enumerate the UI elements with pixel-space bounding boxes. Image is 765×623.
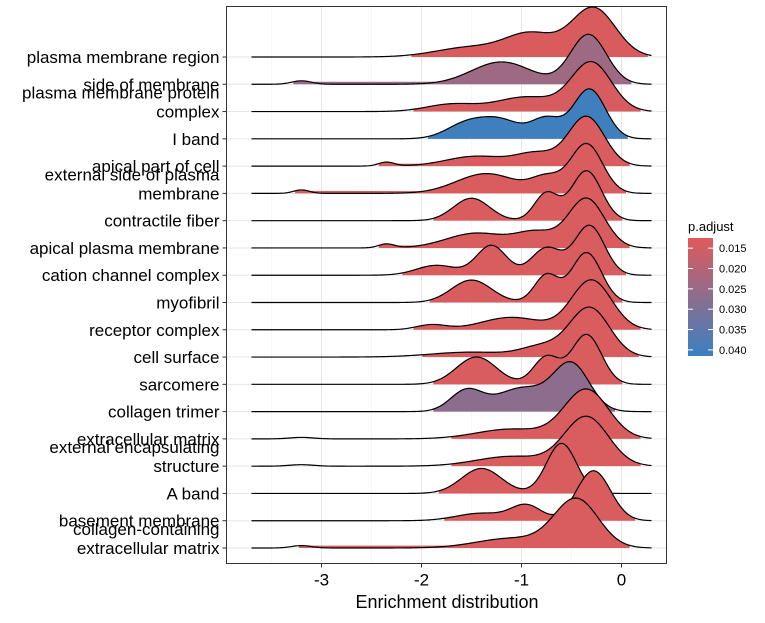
- legend-tick-label: 0.035: [719, 325, 747, 337]
- category-label: external encapsulating: [49, 438, 219, 457]
- ridge-row: [251, 497, 652, 549]
- category-label: contractile fiber: [104, 212, 220, 231]
- ridge-fill: [378, 197, 630, 248]
- legend-colorbar: [688, 238, 713, 356]
- category-label: plasma membrane region: [27, 48, 220, 67]
- category-labels: plasma membrane region side of membranepl…: [22, 48, 227, 558]
- ridge-fill: [378, 116, 630, 167]
- ridge-fill: [438, 443, 599, 494]
- category-label: myofibril: [156, 294, 219, 313]
- category-label: plasma membrane protein: [22, 84, 219, 103]
- ridge-curve: [251, 197, 652, 249]
- x-tick-label: 0: [617, 571, 626, 590]
- legend-tick-label: 0.030: [719, 304, 747, 316]
- ridge-curve: [251, 33, 652, 85]
- category-label: structure: [153, 457, 219, 476]
- ridge-curve: [251, 170, 652, 222]
- ridge-series: [251, 6, 652, 549]
- category-label: sarcomere: [139, 375, 219, 394]
- category-label: basement membrane: [59, 512, 220, 531]
- legend-tick-label: 0.015: [719, 243, 747, 255]
- ridge-curve: [251, 60, 652, 113]
- category-label: apical plasma membrane: [30, 239, 220, 258]
- category-label: side of membrane: [83, 75, 219, 94]
- ridge-curve: [251, 497, 652, 549]
- ridge-curve: [251, 224, 652, 276]
- ridge-curve: [251, 388, 652, 440]
- x-tick-label: -1: [514, 571, 529, 590]
- category-label: collagen-containing: [73, 520, 220, 539]
- ridge-row: [251, 224, 652, 276]
- legend: p.adjust 0.015 0.020 0.025 0.030 0.035 0.040: [688, 219, 747, 357]
- x-axis: -3 -2 -1 0: [314, 563, 626, 590]
- ridge-curve: [251, 306, 652, 358]
- legend-title: p.adjust: [688, 219, 734, 234]
- legend-ticks: 0.015 0.020 0.025 0.030 0.035 0.040: [688, 243, 747, 357]
- category-label: receptor complex: [89, 321, 220, 340]
- legend-tick-label: 0.040: [719, 345, 747, 357]
- ridge-curve: [251, 115, 652, 167]
- ridge-curve: [251, 333, 652, 385]
- category-label: extracellular matrix: [77, 539, 220, 558]
- category-label: extracellular matrix: [77, 430, 220, 449]
- category-label: apical part of cell: [92, 157, 220, 176]
- x-tick-label: -2: [414, 571, 429, 590]
- ridge-row: [251, 115, 652, 167]
- legend-tick-label: 0.025: [719, 284, 747, 296]
- ridge-row: [251, 415, 652, 467]
- category-label: A band: [167, 484, 220, 503]
- category-label: cation channel complex: [42, 266, 220, 285]
- ridge-curve: [251, 6, 652, 58]
- ridge-fill: [298, 498, 630, 548]
- ridge-fill: [451, 416, 641, 467]
- ridge-curve: [251, 361, 652, 413]
- ridge-curve: [251, 279, 652, 331]
- ridge-row: [251, 142, 652, 194]
- category-label: complex: [156, 103, 220, 122]
- legend-tick-label: 0.020: [719, 264, 747, 276]
- ridge-curve: [251, 470, 652, 522]
- ridge-curve: [251, 142, 652, 194]
- category-label: membrane: [138, 184, 219, 203]
- ridge-fill: [402, 225, 627, 276]
- category-label: external side of plasma: [45, 165, 220, 184]
- category-label: collagen trimer: [108, 403, 220, 422]
- ridge-curve: [251, 251, 652, 304]
- x-tick-label: -3: [314, 571, 329, 590]
- ridge-row: [251, 197, 652, 249]
- x-axis-title: Enrichment distribution: [355, 592, 538, 612]
- category-label: cell surface: [134, 348, 220, 367]
- ridge-curve: [251, 88, 652, 140]
- ridge-curve: [251, 415, 652, 467]
- category-label: I band: [172, 130, 219, 149]
- ridge-fill: [295, 143, 627, 194]
- ridge-row: [251, 251, 652, 304]
